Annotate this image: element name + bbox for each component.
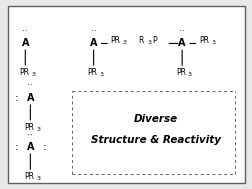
Text: 3: 3 [210, 40, 214, 45]
Text: A: A [26, 143, 34, 152]
Text: R: R [137, 36, 143, 45]
Text: :: : [15, 143, 18, 152]
Text: PR: PR [24, 172, 34, 181]
Text: :: : [42, 143, 46, 152]
Text: Diverse: Diverse [133, 114, 177, 124]
Text: :: : [15, 93, 18, 103]
Text: ··: ·· [22, 27, 28, 36]
Text: ··: ·· [90, 27, 96, 36]
Text: 3: 3 [122, 40, 126, 45]
Text: A: A [21, 39, 29, 48]
Text: PR: PR [110, 36, 120, 45]
Text: PR: PR [19, 68, 29, 77]
Text: P: P [152, 36, 156, 45]
Text: A: A [26, 93, 34, 103]
Text: ··: ·· [27, 131, 33, 140]
Text: A: A [89, 39, 97, 48]
Text: A: A [178, 39, 185, 48]
Text: 3: 3 [147, 40, 151, 45]
Text: PR: PR [175, 68, 185, 77]
Text: PR: PR [87, 68, 97, 77]
FancyBboxPatch shape [8, 6, 244, 183]
Text: 3: 3 [36, 176, 40, 181]
Text: Structure & Reactivity: Structure & Reactivity [90, 135, 220, 145]
Text: 3: 3 [99, 72, 103, 77]
Text: 3: 3 [36, 127, 40, 132]
Text: ··: ·· [27, 81, 33, 91]
Text: 3: 3 [31, 72, 35, 77]
Text: ··: ·· [179, 27, 184, 36]
Text: PR: PR [24, 123, 34, 132]
Text: 3: 3 [187, 72, 191, 77]
Text: PR: PR [198, 36, 208, 45]
